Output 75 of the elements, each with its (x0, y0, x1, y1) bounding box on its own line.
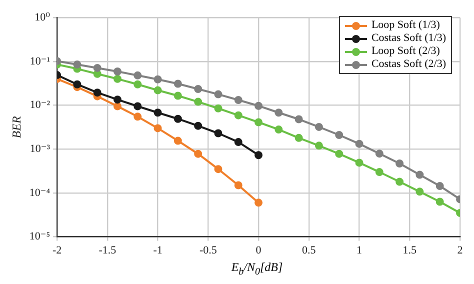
y-tick-label: 10⁻² (30, 99, 51, 112)
x-axis-title: E$_{b}$/N$_{0}$[dB] (230, 260, 284, 278)
x-tick-label: -1.5 (98, 244, 117, 256)
point (234, 111, 242, 120)
point (314, 122, 323, 131)
point (436, 182, 444, 190)
point (194, 122, 202, 130)
legend-label: Costas Soft (2/3) (371, 58, 446, 71)
point (154, 108, 162, 117)
x-tick-label: 0.5 (302, 244, 316, 256)
point (154, 124, 162, 132)
point (234, 181, 242, 190)
point (214, 104, 222, 112)
point (355, 140, 364, 148)
point (214, 129, 222, 138)
point (194, 150, 202, 158)
point (274, 108, 283, 117)
point (113, 67, 122, 76)
legend-label: Loop Soft (2/3) (371, 45, 440, 58)
point (254, 198, 263, 207)
point (416, 188, 424, 196)
point (254, 151, 263, 160)
point (314, 142, 323, 150)
point (134, 102, 142, 110)
point (174, 114, 182, 123)
point (396, 159, 404, 168)
point (174, 136, 182, 145)
point (93, 88, 102, 97)
point (134, 112, 142, 121)
point (174, 80, 182, 88)
point (134, 71, 142, 80)
y-tick-label: 10⁻³ (30, 143, 51, 156)
x-tick-label: -0.5 (199, 244, 218, 256)
point (234, 138, 242, 146)
legend-label: Costas Soft (1/3) (371, 32, 446, 45)
x-tick-label: 0 (256, 244, 262, 256)
point (234, 96, 242, 104)
point (113, 74, 122, 83)
point (214, 165, 222, 174)
point (113, 96, 122, 104)
point (134, 80, 142, 88)
y-tick-label: 10⁰ (34, 11, 51, 24)
point (194, 85, 202, 94)
point (416, 170, 424, 179)
point (396, 178, 404, 186)
point (375, 168, 384, 176)
point (335, 130, 344, 139)
x-tick-label: -2 (52, 244, 62, 256)
point (154, 75, 162, 84)
x-tick-label: 2 (457, 244, 463, 256)
legend-label: Loop Soft (1/3) (371, 19, 440, 32)
point (113, 102, 122, 110)
point (93, 64, 102, 72)
y-axis-title: BER (9, 116, 24, 138)
y-tick-label: 10⁻⁴ (29, 186, 50, 199)
point (254, 118, 263, 126)
point (274, 126, 283, 134)
point (73, 60, 82, 69)
point (73, 80, 82, 88)
point (194, 98, 202, 106)
point (335, 150, 344, 158)
x-tick-label: 1.5 (402, 244, 418, 256)
point (436, 198, 444, 206)
point (375, 150, 384, 158)
y-tick-label: 10⁻¹ (30, 55, 50, 68)
x-tick-label: -1 (153, 244, 162, 256)
point (214, 90, 222, 98)
y-tick-label: 10⁻⁵ (29, 230, 50, 243)
point (355, 158, 364, 167)
point (174, 92, 182, 100)
point (154, 86, 162, 94)
point (294, 134, 303, 142)
point (294, 115, 303, 124)
x-tick-label: 1 (356, 244, 362, 256)
point (254, 102, 263, 110)
